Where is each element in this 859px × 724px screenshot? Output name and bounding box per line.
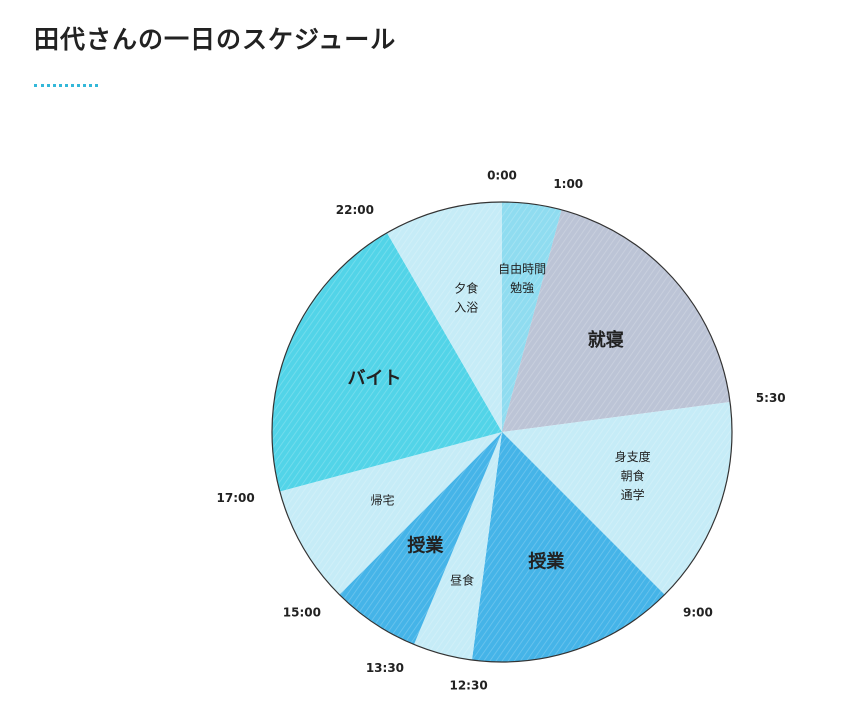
slice-label: 帰宅: [370, 493, 394, 508]
time-label: 1:00: [553, 177, 583, 191]
pie-slice-texture: [413, 432, 502, 661]
time-label: 17:00: [217, 491, 255, 505]
pie-slice-texture: [272, 232, 502, 492]
time-label: 0:00: [487, 169, 517, 183]
title-underline: [34, 84, 98, 87]
time-label: 9:00: [683, 606, 713, 620]
slice-label: 授業: [407, 535, 444, 557]
slice-label: 授業: [528, 551, 565, 573]
slice-label: バイト: [348, 368, 402, 389]
pie-slice-texture: [502, 202, 562, 432]
pie-slice-texture: [502, 401, 732, 595]
slice-label: 入浴: [454, 301, 478, 315]
time-label: 12:30: [449, 678, 487, 692]
time-label: 22:00: [336, 203, 374, 217]
slice-label: 昼食: [450, 572, 474, 587]
time-label: 15:00: [283, 606, 321, 620]
slice-label: 就寝: [588, 329, 624, 351]
slice-label: 夕食: [454, 281, 478, 296]
pie-slice-texture: [502, 209, 731, 432]
slice-label: 身支度: [615, 449, 651, 464]
slice-label: 自由時間: [498, 262, 546, 276]
pie-slice-texture: [471, 432, 665, 663]
time-label: 5:30: [756, 391, 786, 405]
pie-slice-texture: [279, 432, 502, 595]
page-title: 田代さんの一日のスケジュール: [34, 25, 397, 54]
slice-label: 勉強: [510, 281, 534, 295]
time-label: 13:30: [366, 661, 404, 675]
pie-slice-texture: [339, 432, 502, 645]
slice-label: 朝食: [621, 468, 645, 483]
slice-label: 通学: [621, 487, 645, 502]
pie-slice-texture: [387, 202, 502, 432]
